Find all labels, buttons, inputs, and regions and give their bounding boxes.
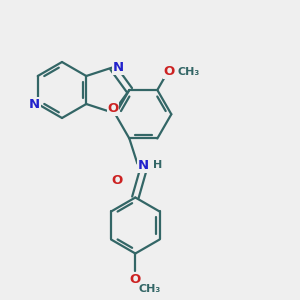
Text: CH₃: CH₃ xyxy=(138,284,160,295)
Text: N: N xyxy=(112,61,123,74)
Text: O: O xyxy=(112,174,123,187)
Text: H: H xyxy=(153,160,163,170)
Text: N: N xyxy=(138,159,149,172)
Text: O: O xyxy=(107,102,118,115)
Text: O: O xyxy=(164,65,175,78)
Text: O: O xyxy=(130,273,141,286)
Text: N: N xyxy=(29,98,40,110)
Text: CH₃: CH₃ xyxy=(177,67,200,77)
